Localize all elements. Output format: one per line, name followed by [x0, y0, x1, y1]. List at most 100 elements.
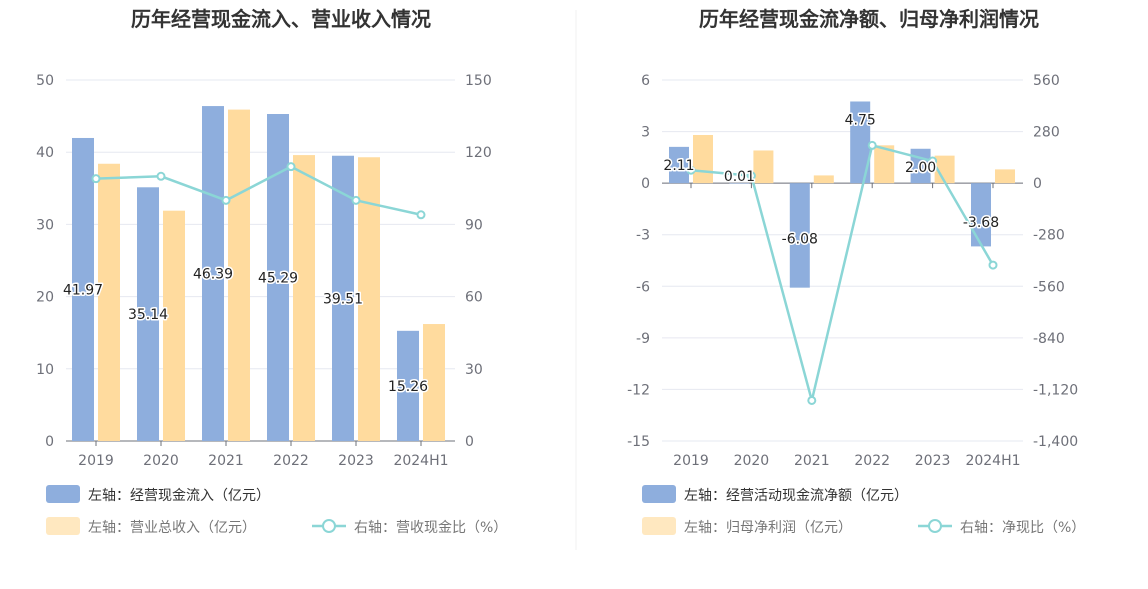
bar-data-label: 15.26	[388, 379, 428, 395]
legend-label-line: 右轴：营收现金比（%）	[354, 520, 507, 536]
bar-data-label: 39.51	[323, 291, 363, 307]
legend-label-primary: 左轴：经营活动现金流净额（亿元）	[684, 488, 908, 504]
x-axis-tick: 2021	[208, 453, 244, 469]
bar-secondary	[753, 150, 774, 184]
left-axis-tick: 0	[641, 176, 650, 192]
bar-secondary	[693, 135, 713, 184]
bar-data-label: 2.11	[663, 158, 694, 174]
bar-data-label: -6.08	[782, 231, 818, 247]
right-axis-tick: 120	[465, 145, 492, 161]
left-axis-tick: 20	[36, 290, 54, 306]
legend-line-marker	[928, 519, 942, 533]
x-axis-tick: 2024H1	[965, 453, 1020, 469]
x-axis-tick: 2023	[338, 453, 374, 469]
bar-primary	[850, 101, 871, 184]
right-axis-tick: 280	[1033, 125, 1060, 141]
left-axis-tick: 50	[36, 73, 54, 89]
right-axis-tick: -280	[1033, 228, 1065, 244]
bar-primary	[971, 183, 991, 247]
bar-secondary	[98, 163, 120, 441]
right-axis-tick: -1,120	[1033, 382, 1078, 398]
x-axis-tick: 2019	[673, 453, 709, 469]
right-axis-tick: 560	[1033, 73, 1060, 89]
ratio-line	[95, 165, 422, 216]
ratio-point	[351, 195, 361, 205]
ratio-point	[286, 162, 296, 172]
bar-data-label: -3.68	[963, 215, 999, 231]
ratio-point	[221, 195, 231, 205]
bar-data-label: 0.01	[724, 169, 755, 185]
x-axis-tick: 2024H1	[393, 453, 448, 469]
bar-data-label: 46.39	[193, 267, 233, 283]
right-axis-tick: 0	[465, 434, 474, 450]
bar-data-label: 35.14	[128, 307, 168, 323]
right-axis-tick: 60	[465, 290, 483, 306]
left-axis-tick: 10	[36, 362, 54, 378]
ratio-point	[867, 140, 877, 150]
legend-line-marker	[322, 519, 336, 533]
bar-secondary	[874, 145, 895, 184]
ratio-point	[807, 395, 817, 405]
bar-secondary	[293, 155, 315, 441]
bar-primary	[137, 187, 159, 441]
ratio-point	[928, 156, 938, 166]
legend-label-primary: 左轴：经营现金流入（亿元）	[88, 488, 270, 504]
bar-primary	[729, 182, 750, 184]
bar-secondary	[228, 109, 250, 442]
right-axis-tick: 0	[1033, 176, 1042, 192]
right-axis-tick: -1,400	[1033, 434, 1078, 450]
bar-secondary	[995, 169, 1015, 184]
legend-label-line: 右轴：净现比（%）	[960, 520, 1085, 536]
x-axis-tick: 2019	[78, 453, 114, 469]
x-axis-tick: 2022	[273, 453, 309, 469]
x-axis-tick: 2022	[854, 453, 890, 469]
right-axis-tick: 90	[465, 217, 483, 233]
ratio-point	[746, 171, 756, 181]
left-axis-tick: 6	[641, 73, 650, 89]
ratio-point	[91, 174, 101, 184]
x-axis-tick: 2020	[734, 453, 770, 469]
ratio-line	[690, 143, 995, 401]
legend-swatch-primary	[642, 485, 676, 503]
x-axis-tick: 2021	[794, 453, 830, 469]
right-axis-tick: -560	[1033, 279, 1065, 295]
left-axis-tick: 40	[36, 145, 54, 161]
left-axis-tick: 0	[45, 434, 54, 450]
right-axis-tick: -840	[1033, 331, 1065, 347]
bar-data-label: 4.75	[845, 112, 876, 128]
left-axis-tick: -6	[636, 279, 650, 295]
chart-title: 历年经营现金流净额、归母净利润情况	[699, 7, 1039, 31]
bar-secondary	[358, 157, 380, 441]
legend-swatch-secondary	[46, 517, 80, 535]
bar-primary	[332, 155, 354, 441]
legend-swatch-primary	[46, 485, 80, 503]
bar-primary	[202, 106, 224, 441]
left-axis-tick: 30	[36, 217, 54, 233]
bar-primary	[669, 146, 689, 184]
left-axis-tick: -9	[636, 331, 650, 347]
chart-title: 历年经营现金流入、营业收入情况	[131, 7, 431, 31]
bar-primary	[267, 114, 289, 442]
bar-data-label: 41.97	[63, 282, 103, 298]
x-axis-tick: 2023	[915, 453, 951, 469]
bar-secondary	[163, 210, 185, 441]
bar-primary	[789, 183, 810, 288]
legend-swatch-secondary	[642, 517, 676, 535]
bar-primary	[397, 330, 419, 441]
left-axis-tick: -12	[627, 382, 650, 398]
left-axis-tick: 3	[641, 125, 650, 141]
bar-data-label: 2.00	[905, 160, 936, 176]
bar-primary	[72, 137, 94, 441]
legend-label-secondary: 左轴：营业总收入（亿元）	[88, 520, 256, 536]
bar-data-label: 45.29	[258, 271, 298, 287]
ratio-point	[156, 171, 166, 181]
bar-secondary	[423, 324, 445, 441]
right-axis-tick: 30	[465, 362, 483, 378]
ratio-point	[988, 260, 998, 270]
x-axis-tick: 2020	[143, 453, 179, 469]
left-axis-tick: -15	[627, 434, 650, 450]
left-axis-tick: -3	[636, 228, 650, 244]
ratio-point	[416, 210, 426, 220]
